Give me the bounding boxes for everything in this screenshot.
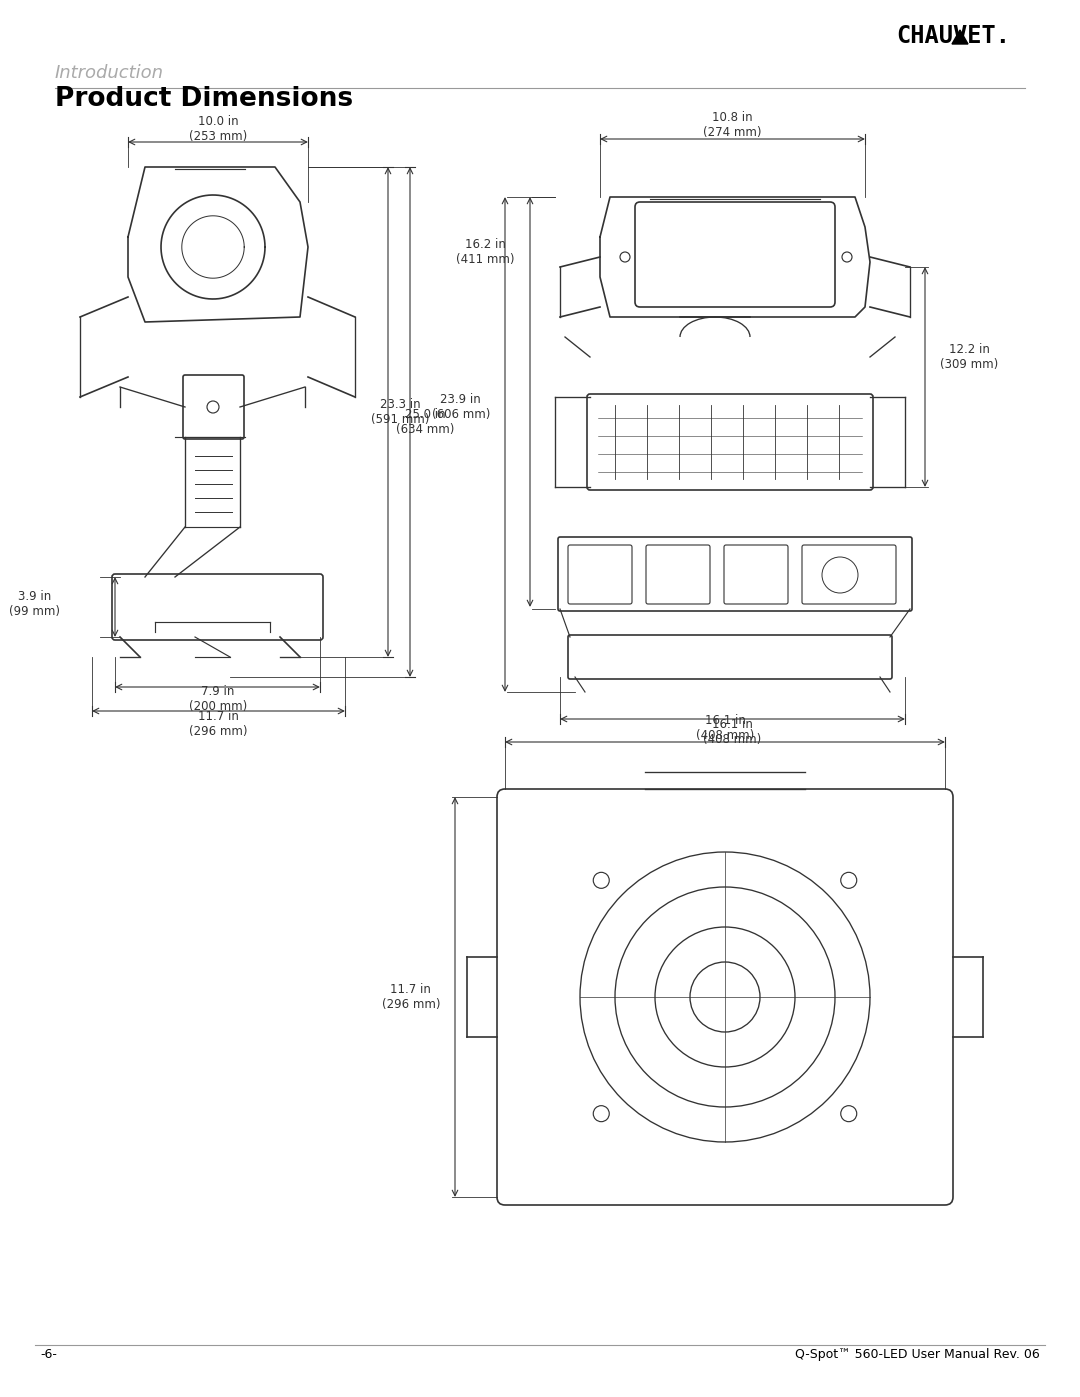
Text: 11.7 in
(296 mm): 11.7 in (296 mm)	[189, 710, 247, 738]
Text: 16.2 in
(411 mm): 16.2 in (411 mm)	[457, 237, 515, 265]
Text: 10.8 in
(274 mm): 10.8 in (274 mm)	[703, 110, 761, 138]
Text: 7.9 in
(200 mm): 7.9 in (200 mm)	[189, 685, 247, 712]
Text: CHAUVET.: CHAUVET.	[896, 24, 1010, 47]
Text: 23.9 in
(606 mm): 23.9 in (606 mm)	[432, 393, 490, 420]
Text: 16.1 in
(408 mm): 16.1 in (408 mm)	[696, 714, 754, 742]
Polygon shape	[951, 29, 968, 43]
Text: -6-: -6-	[40, 1348, 57, 1361]
Text: 11.7 in
(296 mm): 11.7 in (296 mm)	[381, 983, 440, 1011]
Text: 12.2 in
(309 mm): 12.2 in (309 mm)	[940, 344, 998, 372]
Text: Q-Spot™ 560-LED User Manual Rev. 06: Q-Spot™ 560-LED User Manual Rev. 06	[795, 1348, 1040, 1361]
Text: Product Dimensions: Product Dimensions	[55, 87, 353, 112]
Text: 3.9 in
(99 mm): 3.9 in (99 mm)	[9, 590, 60, 617]
Text: Introduction: Introduction	[55, 64, 164, 82]
Text: 16.1 in
(408 mm): 16.1 in (408 mm)	[703, 718, 761, 746]
Text: 25.0 in
(634 mm): 25.0 in (634 mm)	[395, 408, 455, 436]
Text: 10.0 in
(253 mm): 10.0 in (253 mm)	[189, 115, 247, 142]
Text: 23.3 in
(591 mm): 23.3 in (591 mm)	[370, 398, 429, 426]
